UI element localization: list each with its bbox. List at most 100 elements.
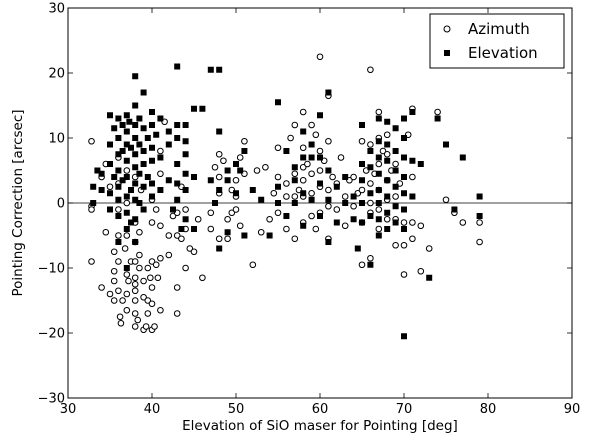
- azimuth-point: [476, 219, 483, 226]
- azimuth-point: [308, 121, 315, 129]
- elevation-point: [459, 154, 466, 161]
- elevation-point: [119, 148, 126, 154]
- elevation-point: [216, 66, 223, 73]
- azimuth-point: [131, 258, 139, 265]
- elevation-point: [350, 193, 357, 200]
- azimuth-point: [262, 163, 269, 171]
- azimuth-point: [283, 180, 290, 187]
- azimuth-point: [409, 219, 416, 226]
- azimuth-point: [182, 206, 189, 213]
- azimuth-point: [249, 261, 257, 269]
- azimuth-point: [316, 167, 324, 174]
- azimuth-point: [144, 264, 152, 272]
- azimuth-point: [157, 170, 164, 178]
- elevation-point: [375, 187, 382, 193]
- y-tick-label: 20: [48, 67, 65, 82]
- azimuth-point: [383, 215, 391, 223]
- elevation-point: [123, 112, 130, 119]
- elevation-point: [359, 219, 365, 226]
- elevation-point: [409, 157, 416, 164]
- elevation-point: [174, 196, 181, 203]
- elevation-point: [157, 115, 164, 122]
- elevation-point: [115, 196, 122, 203]
- azimuth-point: [257, 228, 265, 236]
- azimuth-point: [123, 306, 131, 314]
- elevation-point: [308, 141, 315, 148]
- azimuth-point: [274, 173, 282, 181]
- elevation-point: [119, 177, 126, 184]
- azimuth-point: [283, 193, 290, 200]
- azimuth-point: [316, 53, 324, 61]
- azimuth-point: [224, 235, 231, 243]
- azimuth-point: [123, 290, 131, 298]
- legend-label-elevation: Elevation: [468, 44, 538, 62]
- azimuth-point: [131, 287, 139, 295]
- elevation-point: [182, 216, 189, 223]
- azimuth-point: [325, 186, 332, 194]
- elevation-point: [417, 161, 424, 167]
- elevation-point: [384, 177, 391, 184]
- azimuth-point: [123, 271, 131, 278]
- elevation-point: [401, 154, 407, 161]
- elevation-point: [300, 222, 307, 229]
- azimuth-point: [148, 284, 156, 291]
- azimuth-point: [367, 180, 374, 187]
- azimuth-point: [375, 160, 383, 168]
- azimuth-point: [291, 170, 299, 178]
- azimuth-point: [274, 209, 282, 217]
- legend: Azimuth Elevation: [429, 13, 565, 69]
- elevation-point: [434, 115, 441, 122]
- elevation-point: [359, 200, 365, 206]
- elevation-point: [392, 183, 399, 190]
- azimuth-point: [140, 277, 147, 285]
- elevation-point: [207, 177, 214, 184]
- elevation-point: [401, 190, 407, 197]
- azimuth-point: [215, 235, 223, 243]
- elevation-point: [367, 148, 374, 154]
- azimuth-point: [151, 323, 158, 330]
- elevation-point: [149, 193, 155, 200]
- azimuth-point: [125, 277, 132, 285]
- elevation-point: [191, 105, 197, 112]
- x-tick-label: 30: [60, 402, 77, 417]
- elevation-point: [375, 216, 382, 223]
- azimuth-point: [299, 163, 307, 171]
- elevation-point: [443, 141, 449, 148]
- elevation-point: [350, 216, 357, 223]
- x-tick-label: 60: [312, 402, 329, 417]
- azimuth-point: [110, 277, 118, 285]
- azimuth-point: [190, 248, 198, 256]
- elevation-point: [216, 128, 223, 135]
- elevation-point: [224, 177, 231, 184]
- plot-frame: [67, 7, 573, 399]
- elevation-point: [333, 183, 340, 190]
- azimuth-point: [337, 154, 345, 161]
- elevation-point: [115, 115, 122, 122]
- azimuth-point: [358, 261, 366, 269]
- elevation-point: [342, 174, 349, 180]
- azimuth-point: [110, 248, 118, 256]
- y-axis-label: Pointing Correction [arcsec]: [10, 109, 26, 296]
- azimuth-point: [173, 232, 181, 239]
- elevation-point: [174, 135, 181, 141]
- elevation-point: [325, 239, 332, 245]
- azimuth-point: [236, 154, 244, 161]
- legend-box: [429, 13, 565, 69]
- elevation-point: [266, 232, 273, 239]
- azimuth-point: [131, 297, 139, 304]
- azimuth-point: [358, 186, 366, 194]
- azimuth-point: [165, 232, 173, 239]
- elevation-point: [149, 109, 155, 115]
- elevation-point: [426, 274, 433, 281]
- elevation-point: [451, 206, 458, 213]
- elevation-point: [359, 122, 365, 128]
- azimuth-point: [148, 219, 156, 226]
- elevation-point: [375, 170, 382, 177]
- elevation-point: [132, 102, 139, 109]
- elevation-point: [132, 73, 139, 80]
- elevation-point: [182, 138, 189, 145]
- azimuth-point: [228, 209, 236, 217]
- azimuth-point: [148, 258, 156, 265]
- elevation-point: [375, 154, 382, 161]
